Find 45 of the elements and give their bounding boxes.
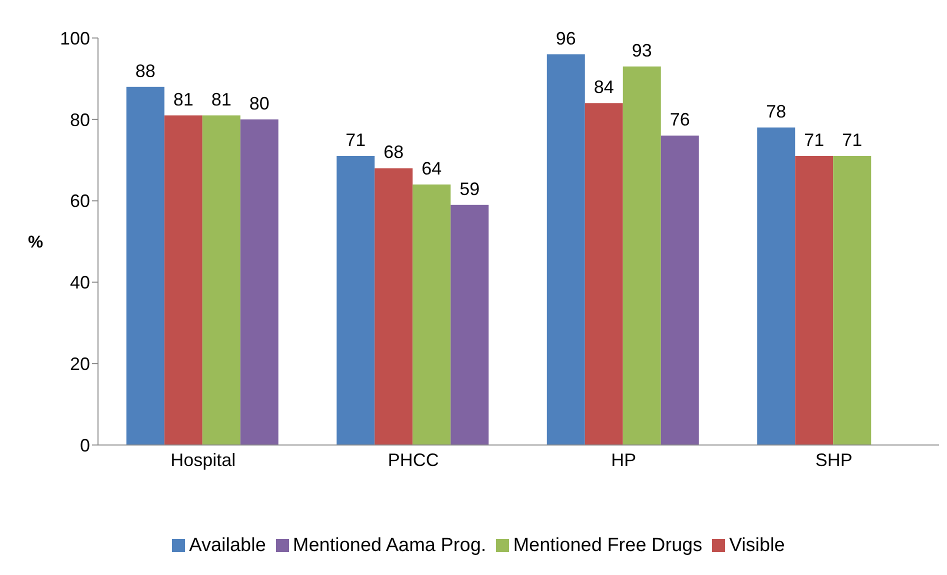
bar — [546, 54, 585, 445]
bar — [584, 103, 623, 445]
bar — [374, 168, 413, 445]
data-label: 81 — [211, 89, 232, 110]
y-tick-label: 0 — [80, 435, 90, 456]
legend-label: Mentioned Free Drugs — [513, 535, 702, 556]
bar — [833, 156, 872, 445]
x-tick-label: SHP — [815, 450, 852, 470]
data-label: 68 — [384, 142, 404, 162]
x-tick-label: PHCC — [388, 450, 439, 470]
data-label: 59 — [460, 178, 480, 199]
data-label: 78 — [766, 102, 786, 122]
bar — [412, 184, 451, 445]
bar — [336, 156, 375, 445]
y-tick-label: 20 — [70, 354, 90, 374]
data-label: 93 — [632, 40, 652, 60]
y-axis-title: % — [28, 232, 44, 252]
bar — [757, 128, 796, 445]
data-label: 71 — [346, 130, 366, 150]
y-tick-label: 100 — [60, 28, 90, 48]
bar — [126, 86, 164, 445]
bar — [795, 156, 834, 445]
bar — [164, 115, 202, 445]
data-label: 64 — [422, 158, 442, 179]
bar — [450, 204, 489, 445]
data-label: 81 — [173, 89, 194, 110]
y-tick-label: 80 — [70, 110, 90, 130]
data-label: 76 — [670, 110, 690, 130]
bar — [660, 136, 699, 445]
legend-label: Mentioned Aama Prog. — [292, 535, 486, 556]
legend-label: Available — [189, 535, 266, 556]
data-label: 71 — [804, 130, 824, 150]
data-label: 96 — [556, 28, 576, 48]
bar — [202, 115, 240, 445]
bar — [622, 66, 661, 445]
data-label: 84 — [594, 77, 614, 98]
bar — [240, 119, 278, 445]
legend-label: Visible — [729, 535, 785, 556]
y-tick-label: 60 — [70, 191, 90, 212]
y-tick-label: 40 — [70, 272, 90, 293]
data-label: 71 — [842, 130, 862, 150]
x-tick-label: HP — [611, 450, 636, 470]
x-tick-label: Hospital — [170, 450, 236, 470]
data-label: 88 — [135, 60, 156, 81]
data-label: 80 — [249, 93, 270, 114]
